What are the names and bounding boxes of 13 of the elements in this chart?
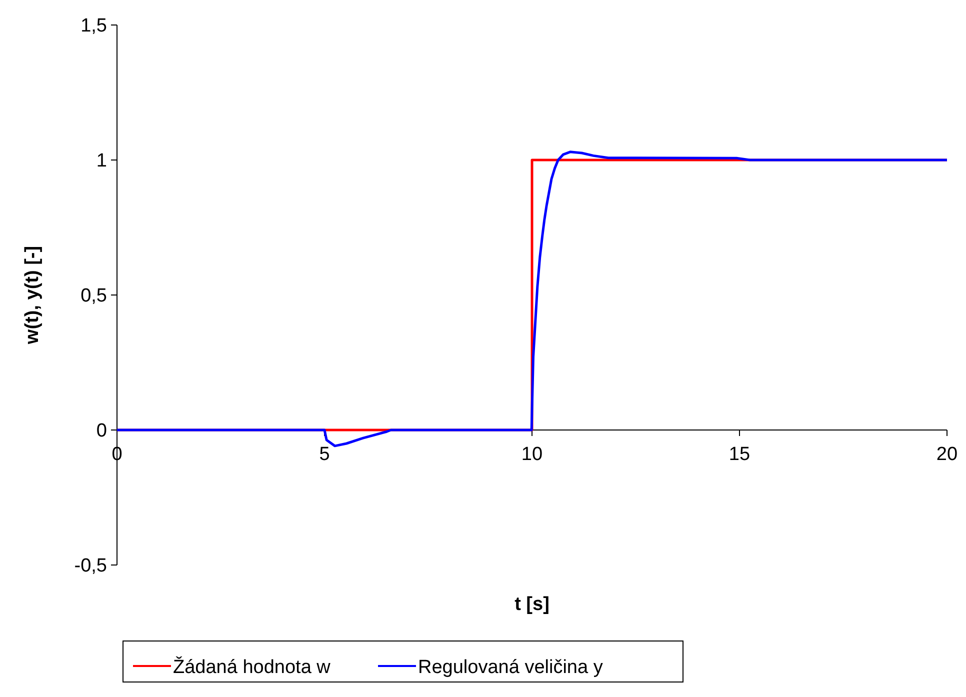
x-tick-label: 5 xyxy=(319,444,330,465)
x-tick-label: 15 xyxy=(728,444,750,465)
x-axis-title: t [s] xyxy=(514,594,550,615)
y-tick-label: -0,5 xyxy=(74,556,107,577)
y-axis-title: w(t), y(t) [-] xyxy=(22,246,43,346)
legend-label: Regulovaná veličina y xyxy=(418,657,604,678)
x-tick-label: 20 xyxy=(936,444,958,465)
y-tick-label: 0,5 xyxy=(80,286,107,307)
x-tick-label: 10 xyxy=(521,444,543,465)
legend-label: Žádaná hodnota w xyxy=(173,656,331,678)
y-tick-label: 0 xyxy=(96,420,107,442)
y-tick-label: 1 xyxy=(96,150,107,172)
y-tick-label: 1,5 xyxy=(80,16,107,37)
